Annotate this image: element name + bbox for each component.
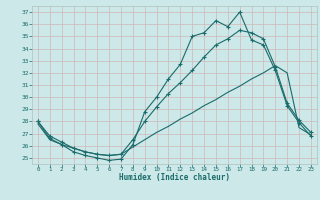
X-axis label: Humidex (Indice chaleur): Humidex (Indice chaleur) — [119, 173, 230, 182]
